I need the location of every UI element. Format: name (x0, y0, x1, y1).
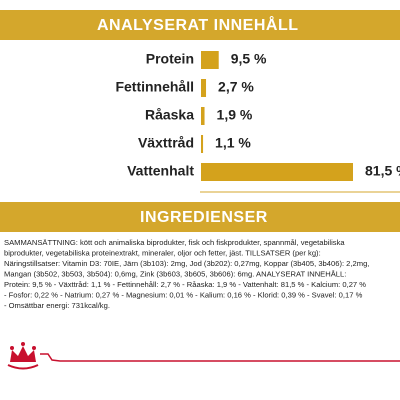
value-label: 81,5 % (365, 163, 400, 179)
category-label: Vattenhalt (127, 163, 194, 179)
value-label: 1,9 % (217, 107, 253, 123)
category-label: Fettinnehåll (115, 79, 194, 95)
value-label: 9,5 % (231, 51, 267, 67)
ingredients-line: - Fosfor: 0,22 % - Natrium: 0,27 % - Mag… (4, 291, 363, 300)
ingredients-line: Protein: 9,5 % - Växttråd: 1,1 % - Fetti… (4, 280, 366, 289)
category-label: Växttråd (138, 135, 194, 151)
header-title: ANALYSERAT INNEHÅLL (97, 15, 299, 34)
ingredients-line: SAMMANSÄTTNING: kött och animaliska bipr… (4, 238, 345, 247)
bar (201, 163, 353, 181)
category-label: Protein (146, 51, 194, 67)
category-label: Råaska (145, 107, 194, 123)
ingredients-band (0, 202, 400, 232)
logo (7, 342, 400, 370)
bar (201, 107, 205, 125)
value-label: 1,1 % (215, 135, 251, 151)
value-label: 2,7 % (218, 79, 254, 95)
ingredients-line: biprodukter, vegetabiliska proteinextrak… (4, 249, 321, 258)
ingredients-line: - Omsättbar energi: 731kcal/kg. (4, 301, 110, 310)
ingredients-title: INGREDIENSER (140, 209, 268, 226)
header-band (0, 10, 400, 40)
ingredients-line: Mangan (3b502, 3b503, 3b504): 0,6mg, Zin… (4, 270, 346, 279)
ingredients-text: SAMMANSÄTTNING: kött och animaliska bipr… (4, 238, 369, 310)
bar (201, 79, 207, 97)
ingredients-line: Näringstillsatser: Vitamin D3: 70IE, Jär… (4, 259, 369, 268)
bar (201, 51, 219, 69)
bar (201, 135, 204, 153)
